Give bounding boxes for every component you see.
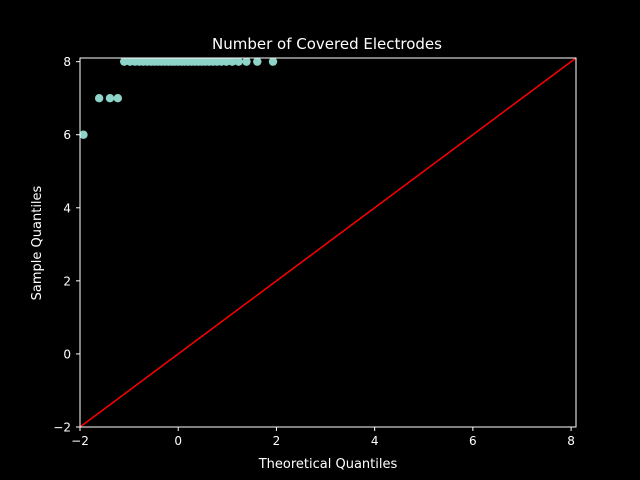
chart-title: Number of Covered Electrodes xyxy=(212,35,442,53)
y-tick-label: −2 xyxy=(53,421,71,435)
x-tick-label: 4 xyxy=(371,434,379,448)
y-tick-label: 2 xyxy=(63,274,71,288)
data-point xyxy=(79,130,88,139)
x-tick-label: 8 xyxy=(567,434,575,448)
data-point xyxy=(228,57,237,66)
y-axis: −2 0 2 4 6 8 xyxy=(53,55,80,435)
x-axis-label: Theoretical Quantiles xyxy=(258,457,398,472)
y-axis-label: Sample Quantiles xyxy=(30,185,45,300)
data-point xyxy=(253,57,262,66)
plot-area xyxy=(79,57,577,428)
data-point xyxy=(242,57,251,66)
axes-frame xyxy=(79,57,577,428)
x-tick-label: 0 xyxy=(174,434,182,448)
data-point xyxy=(113,93,123,103)
data-point xyxy=(105,93,115,103)
x-tick-label: 6 xyxy=(469,434,477,448)
y-tick-label: 4 xyxy=(63,201,71,215)
x-tick-label: 2 xyxy=(273,434,281,448)
x-axis: −2 0 2 4 6 8 xyxy=(71,427,575,448)
data-point xyxy=(268,57,278,66)
y-tick-label: 8 xyxy=(63,55,71,69)
data-point xyxy=(94,93,104,103)
data-point xyxy=(119,57,129,66)
reference-line xyxy=(79,57,577,428)
x-tick-label: −2 xyxy=(71,434,89,448)
y-tick-label: 0 xyxy=(63,347,71,361)
y-tick-label: 6 xyxy=(63,128,71,142)
data-point xyxy=(222,57,231,66)
data-point xyxy=(234,57,243,66)
